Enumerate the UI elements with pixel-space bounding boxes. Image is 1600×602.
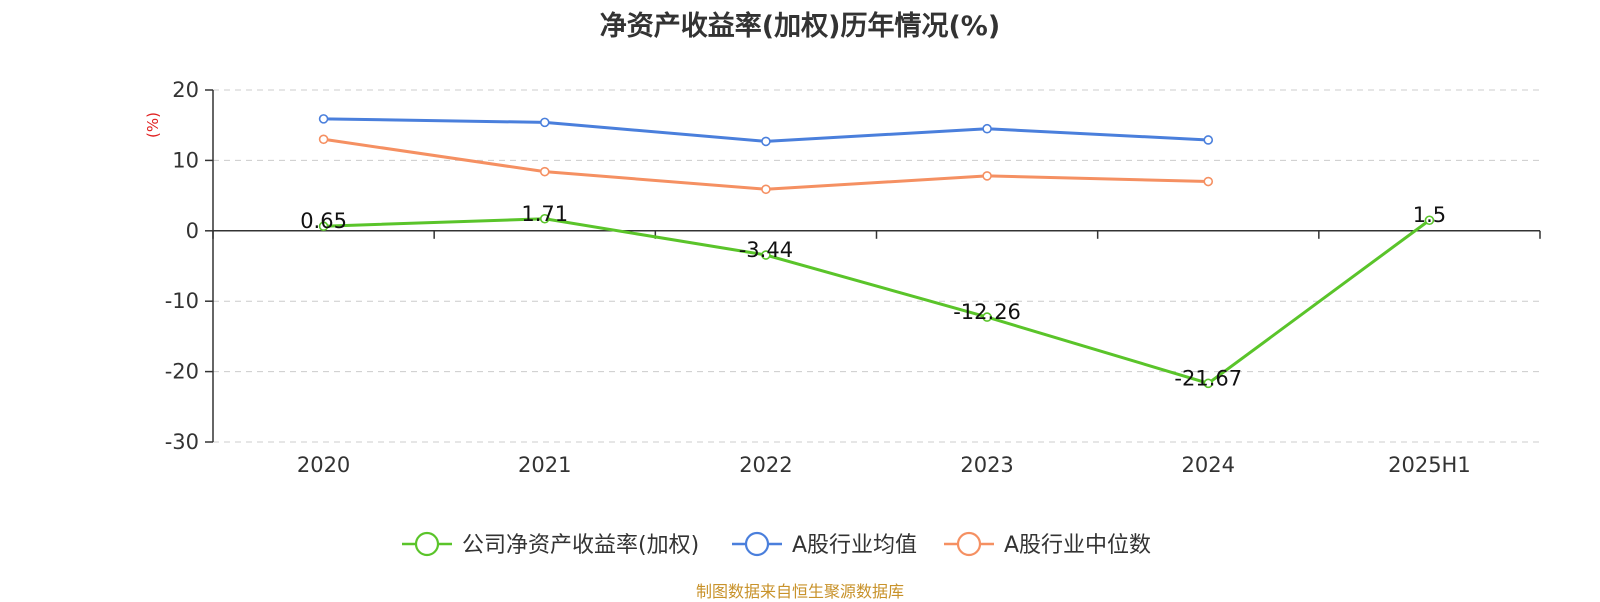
source-note: 制图数据来自恒生聚源数据库	[695, 582, 904, 601]
data-point	[539, 117, 550, 128]
legend-label: A股行业中位数	[1004, 533, 1151, 558]
x-tick-label: 2024	[1182, 453, 1235, 477]
series-line	[323, 137, 1209, 191]
y-tick-label: -20	[165, 360, 199, 384]
legend-marker	[414, 531, 440, 557]
chart-title: 净资产收益率(加权)历年情况(%)	[599, 11, 1001, 42]
data-label: -21.67	[1174, 366, 1242, 390]
data-point	[1203, 378, 1214, 389]
data-point	[761, 250, 771, 260]
data-point	[539, 166, 550, 177]
x-tick-label: 2025H1	[1388, 453, 1471, 477]
data-label: 1.5	[1413, 203, 1446, 227]
y-axis-title: (%)	[144, 112, 162, 138]
y-tick-label: 0	[186, 219, 199, 243]
y-tick-label: -30	[165, 430, 199, 454]
data-label: -12.26	[953, 300, 1021, 324]
x-tick-label: 2023	[960, 453, 1013, 477]
data-point	[982, 123, 992, 134]
data-point	[982, 171, 992, 181]
data-point	[1424, 215, 1435, 226]
data-point	[539, 213, 550, 224]
series-line	[323, 217, 1431, 385]
y-tick-label: 10	[172, 148, 199, 172]
x-tick-label: 2020	[297, 453, 350, 477]
data-point	[761, 136, 771, 147]
y-tick-label: -10	[165, 289, 199, 313]
data-point	[318, 221, 329, 232]
data-point	[982, 312, 992, 322]
legend-label: A股行业均值	[792, 533, 917, 558]
legend-marker	[956, 531, 982, 557]
legend-label: 公司净资产收益率(加权)	[462, 533, 699, 558]
data-point	[761, 184, 771, 195]
x-tick-label: 2022	[739, 453, 792, 477]
data-point	[1203, 135, 1214, 145]
data-label: 0.65	[300, 209, 347, 233]
x-tick-label: 2021	[518, 453, 571, 477]
data-point	[318, 114, 329, 124]
y-tick-label: 20	[172, 78, 199, 102]
data-label: -3.44	[739, 238, 793, 262]
data-label: 1.71	[521, 202, 568, 226]
legend-marker	[744, 531, 770, 557]
data-point	[318, 134, 329, 145]
data-point	[1203, 176, 1214, 187]
